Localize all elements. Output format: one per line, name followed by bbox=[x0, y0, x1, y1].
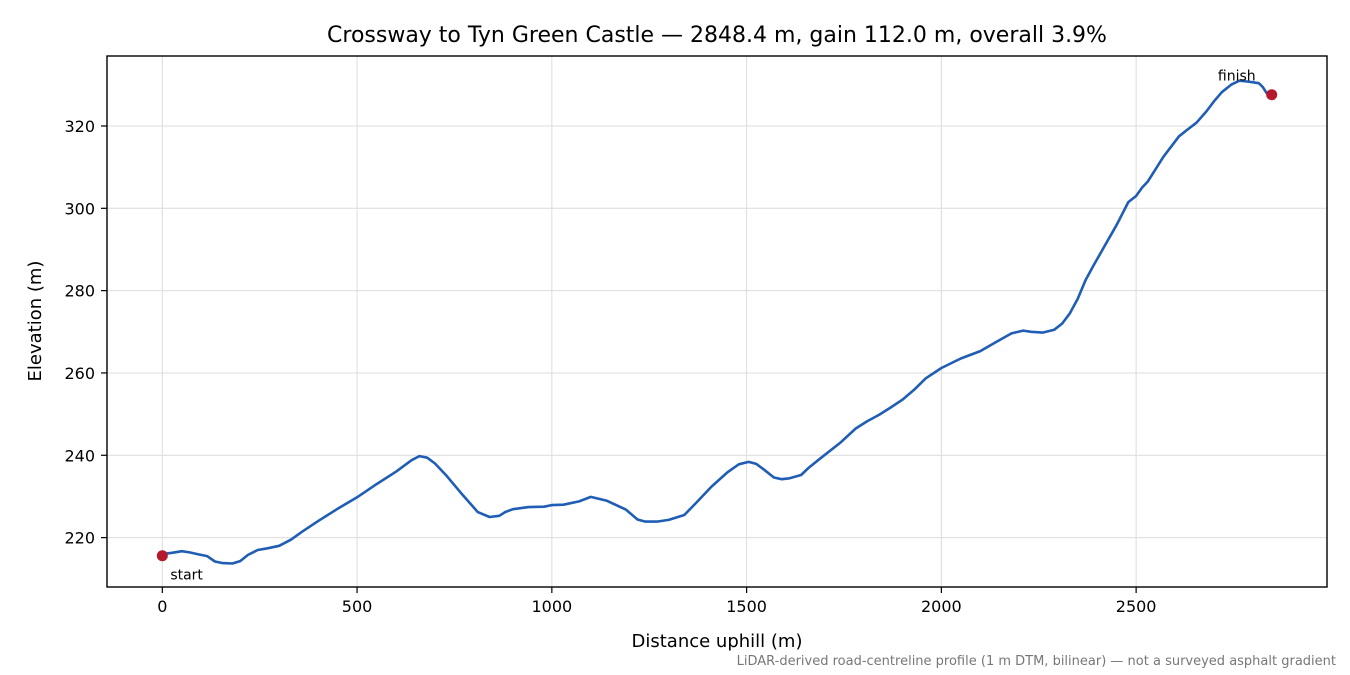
footnote: LiDAR-derived road-centreline profile (1… bbox=[737, 654, 1336, 669]
y-tick-label: 260 bbox=[64, 364, 95, 383]
x-tick-label: 0 bbox=[157, 597, 167, 616]
x-tick-label: 1000 bbox=[531, 597, 572, 616]
x-tick-label: 500 bbox=[342, 597, 373, 616]
start-marker bbox=[156, 550, 168, 562]
y-tick-label: 280 bbox=[64, 282, 95, 301]
y-tick-label: 320 bbox=[64, 117, 95, 136]
y-tick-label: 300 bbox=[64, 199, 95, 218]
y-axis-label: Elevation (m) bbox=[25, 261, 46, 382]
plot-frame bbox=[106, 55, 1328, 588]
start-label: start bbox=[170, 568, 203, 584]
y-tick-label: 220 bbox=[64, 529, 95, 548]
y-tick-label: 240 bbox=[64, 446, 95, 465]
chart-title: Crossway to Tyn Green Castle — 2848.4 m,… bbox=[327, 23, 1107, 48]
x-axis-label: Distance uphill (m) bbox=[632, 631, 803, 652]
elevation-profile-line bbox=[161, 79, 1273, 565]
finish-label: finish bbox=[1218, 69, 1256, 85]
x-tick-label: 2000 bbox=[921, 597, 962, 616]
finish-marker bbox=[1266, 89, 1278, 101]
axis-ticks: 0 500 1000 1500 2000 2500 220 240 260 280 300 320 bbox=[64, 117, 1156, 616]
x-tick-label: 2500 bbox=[1116, 597, 1157, 616]
grid bbox=[107, 56, 1327, 587]
x-tick-label: 1500 bbox=[726, 597, 767, 616]
